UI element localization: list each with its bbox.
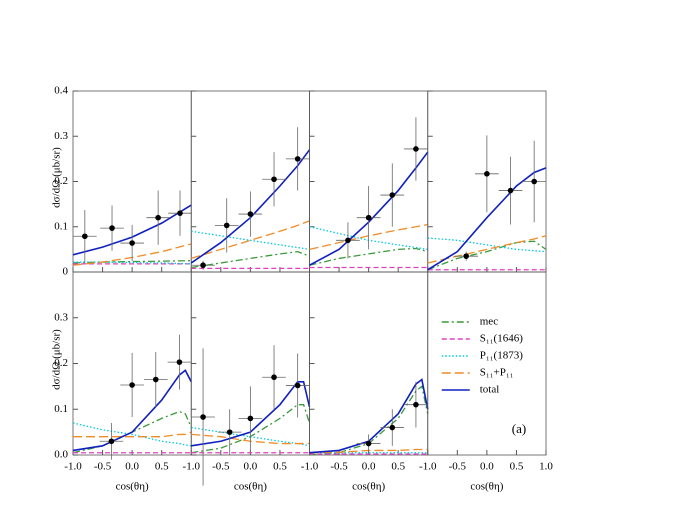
y-axis-label: dσ/dΩ (μb/sr) — [51, 329, 63, 390]
x-tick-label: -1.0 — [183, 461, 201, 473]
x-tick-label: -1.0 — [64, 461, 82, 473]
curve — [191, 404, 311, 454]
x-axis-label: cos(θη) — [352, 481, 385, 493]
y-tick-label: 0.1 — [54, 220, 68, 232]
data-point — [389, 424, 396, 431]
curve — [72, 422, 192, 447]
legend-label: total — [480, 384, 500, 396]
x-axis-label: cos(θη) — [470, 481, 503, 493]
curve — [427, 167, 547, 271]
x-tick-label: -0.5 — [449, 461, 467, 473]
curve — [309, 226, 428, 251]
x-tick-label: -0.5 — [212, 461, 230, 473]
curve — [191, 250, 310, 269]
data-point — [226, 429, 233, 435]
data-point — [389, 192, 396, 198]
data-point — [129, 382, 135, 388]
curve — [309, 151, 429, 266]
data-point — [365, 214, 372, 221]
data-point — [152, 376, 159, 383]
curve — [309, 247, 428, 266]
data-point — [507, 187, 514, 194]
data-point — [82, 233, 88, 240]
data-point — [247, 415, 254, 422]
x-tick-label: -0.5 — [94, 461, 112, 473]
legend-label: S₁₁(1646) — [480, 333, 523, 345]
y-tick-label: 0.3 — [54, 130, 68, 142]
data-point — [247, 211, 254, 217]
x-tick-label: 0.0 — [125, 461, 139, 473]
data-point — [413, 401, 419, 408]
x-tick-label: -1.0 — [301, 461, 319, 473]
data-point — [531, 178, 537, 185]
y-tick-label: 0.0 — [54, 449, 68, 461]
legend-label: S₁₁+P₁₁ — [480, 367, 514, 379]
curve — [72, 369, 192, 452]
data-point — [223, 222, 230, 229]
curve — [309, 385, 429, 456]
data-point — [271, 374, 277, 381]
curve — [73, 261, 192, 265]
panel-frame — [309, 271, 429, 456]
x-tick-label: 0.5 — [273, 461, 287, 473]
data-point — [177, 210, 183, 216]
x-tick-label: 0.5 — [155, 461, 169, 473]
y-tick-label: 0.2 — [54, 175, 68, 187]
x-tick-label: 0.0 — [480, 461, 494, 473]
panel-frame — [427, 271, 547, 456]
panel-frame — [190, 90, 310, 273]
curve — [191, 433, 310, 445]
data-point — [345, 237, 351, 244]
y-tick-label: 0.4 — [54, 85, 68, 97]
curve — [309, 378, 429, 454]
x-tick-label: 0.0 — [362, 461, 376, 473]
legend-label: P₁₁(1873) — [480, 350, 523, 362]
data-point — [365, 440, 372, 447]
curve — [190, 149, 311, 264]
x-axis-label: cos(θη) — [234, 481, 267, 493]
data-point — [176, 359, 183, 365]
x-tick-label: 0.5 — [510, 461, 524, 473]
data-point — [413, 146, 419, 152]
curve — [309, 223, 428, 251]
curve — [309, 448, 428, 454]
y-tick-label: 0.1 — [54, 403, 68, 415]
legend-label: mec — [480, 316, 498, 328]
curve — [191, 381, 311, 447]
data-point — [294, 382, 301, 389]
data-point — [155, 214, 161, 221]
data-point — [129, 240, 135, 246]
curve — [72, 260, 192, 264]
x-tick-label: -0.5 — [330, 461, 348, 473]
curve — [191, 230, 310, 251]
x-tick-label: 0.5 — [391, 461, 405, 473]
data-point — [271, 176, 277, 183]
curve — [73, 431, 192, 438]
data-point — [294, 156, 301, 162]
curve — [427, 235, 547, 264]
data-point — [200, 414, 206, 420]
data-point — [200, 262, 206, 269]
x-tick-label: 1.0 — [539, 461, 553, 473]
y-tick-label: 0.2 — [54, 357, 68, 369]
data-point — [108, 438, 115, 445]
annotation: (a) — [512, 421, 526, 436]
y-tick-label: 0 — [63, 266, 69, 278]
y-tick-label: 0.3 — [54, 311, 68, 323]
x-tick-label: -1.0 — [419, 461, 437, 473]
x-tick-label: 0.0 — [244, 461, 258, 473]
data-point — [109, 225, 115, 231]
x-axis-label: cos(θη) — [116, 481, 149, 493]
y-axis-label: dσ/dΩ (μb/sr) — [51, 147, 63, 208]
data-point — [463, 253, 469, 259]
curve — [427, 237, 547, 253]
data-point — [484, 171, 490, 177]
